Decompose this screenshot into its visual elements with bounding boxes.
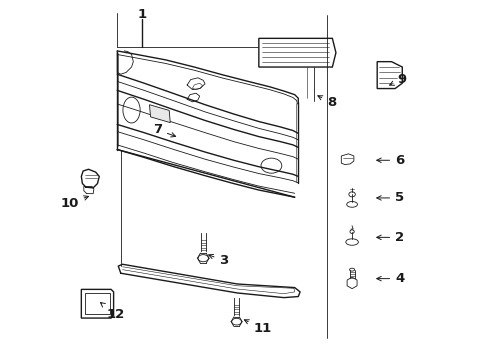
Text: 9: 9 — [389, 73, 405, 86]
Text: 2: 2 — [376, 231, 404, 244]
Ellipse shape — [231, 318, 241, 325]
Ellipse shape — [349, 268, 354, 271]
Ellipse shape — [348, 192, 355, 197]
Ellipse shape — [198, 255, 208, 262]
Text: 11: 11 — [244, 320, 271, 335]
Polygon shape — [346, 277, 356, 289]
Text: 1: 1 — [138, 8, 146, 21]
Text: 5: 5 — [376, 192, 404, 204]
Text: 7: 7 — [153, 123, 175, 137]
Ellipse shape — [349, 230, 353, 233]
Polygon shape — [258, 39, 335, 67]
Polygon shape — [341, 154, 353, 165]
Ellipse shape — [345, 239, 358, 245]
Text: 3: 3 — [208, 254, 228, 267]
Text: 10: 10 — [61, 196, 88, 210]
Polygon shape — [376, 62, 402, 89]
Text: 8: 8 — [317, 96, 336, 109]
Polygon shape — [81, 289, 113, 318]
Text: 6: 6 — [376, 154, 404, 167]
Text: 12: 12 — [101, 302, 124, 321]
Text: 4: 4 — [376, 272, 404, 285]
Polygon shape — [149, 105, 170, 123]
Ellipse shape — [346, 202, 357, 207]
